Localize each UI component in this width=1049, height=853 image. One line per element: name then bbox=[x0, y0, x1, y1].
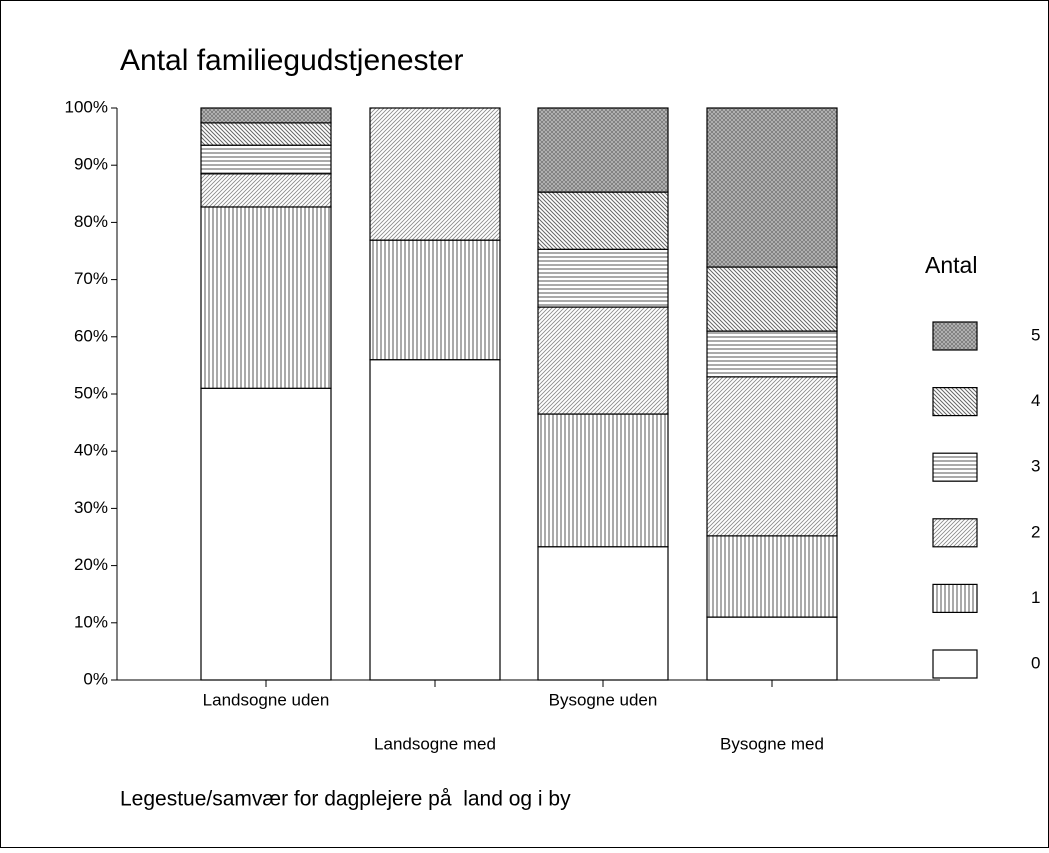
legend-swatch bbox=[932, 452, 978, 482]
legend-swatch bbox=[932, 649, 978, 679]
bar-segment bbox=[200, 173, 332, 208]
legend-title: Antal bbox=[925, 252, 977, 278]
bar-segment bbox=[537, 191, 669, 250]
legend-label: 0 bbox=[1031, 653, 1040, 672]
bar-segment bbox=[706, 266, 838, 332]
bar-segment bbox=[706, 616, 838, 681]
legend-label: 1 bbox=[1031, 588, 1040, 607]
legend-label: 4 bbox=[1031, 391, 1040, 410]
y-tick-label: 30% bbox=[74, 498, 108, 517]
x-tick-label: Landsogne med bbox=[374, 734, 496, 753]
bar-segment bbox=[706, 107, 838, 268]
y-tick-label: 100% bbox=[65, 97, 108, 116]
y-tick-label: 20% bbox=[74, 555, 108, 574]
bar-segment bbox=[200, 144, 332, 175]
x-tick-label: Landsogne uden bbox=[203, 690, 330, 709]
y-tick-label: 90% bbox=[74, 155, 108, 174]
bar-segment bbox=[200, 206, 332, 389]
y-tick-label: 50% bbox=[74, 383, 108, 402]
bar-segment bbox=[369, 107, 501, 241]
bar-segment bbox=[537, 107, 669, 193]
legend-swatch bbox=[932, 321, 978, 351]
bar-segment bbox=[537, 248, 669, 308]
chart-title: Antal familiegudstjenester bbox=[120, 44, 464, 77]
bar-segment bbox=[706, 376, 838, 537]
y-tick-label: 60% bbox=[74, 326, 108, 345]
bar-segment bbox=[369, 239, 501, 361]
x-tick-label: Bysogne uden bbox=[549, 690, 658, 709]
y-tick-label: 70% bbox=[74, 269, 108, 288]
legend-swatch bbox=[932, 518, 978, 548]
x-axis-label: Legestue/samvær for dagplejere på land o… bbox=[120, 788, 571, 811]
bar-segment bbox=[200, 107, 332, 124]
bar-segment bbox=[200, 387, 332, 681]
y-tick-label: 10% bbox=[74, 612, 108, 631]
bar-segment bbox=[200, 122, 332, 146]
bar-segment bbox=[706, 330, 838, 378]
legend-label: 5 bbox=[1031, 325, 1040, 344]
legend-swatch bbox=[932, 387, 978, 417]
bar-segment bbox=[537, 306, 669, 415]
x-tick-label: Bysogne med bbox=[720, 734, 824, 753]
bar-segment bbox=[706, 535, 838, 618]
y-tick-label: 40% bbox=[74, 441, 108, 460]
legend-label: 3 bbox=[1031, 457, 1040, 476]
bar-segment bbox=[369, 359, 501, 681]
legend-swatch bbox=[932, 583, 978, 614]
bar-segment bbox=[537, 413, 669, 548]
bar-segment bbox=[537, 546, 669, 681]
y-tick-label: 0% bbox=[83, 669, 108, 688]
legend-label: 2 bbox=[1031, 522, 1040, 541]
y-tick-label: 80% bbox=[74, 212, 108, 231]
